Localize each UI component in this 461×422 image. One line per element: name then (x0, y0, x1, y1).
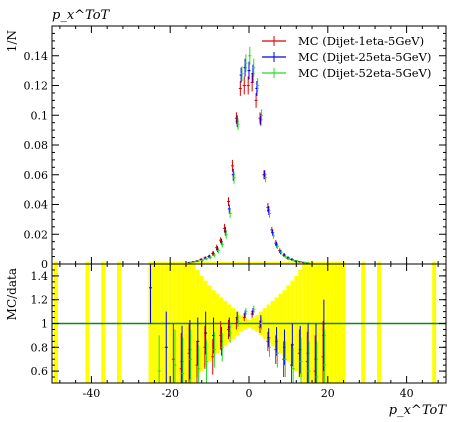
top-band-bin (164, 261, 169, 264)
top-band-bin (317, 261, 322, 264)
x-tick-label: 20 (321, 387, 335, 400)
top-band-bin (270, 261, 275, 264)
top-band-bin (223, 261, 228, 264)
top-band-bin (101, 261, 106, 264)
top-band-bin (176, 261, 181, 264)
ratio-y-axis-label: MC/data (5, 268, 19, 320)
legend-label: MC (Dijet-25eta-5GeV) (298, 50, 431, 64)
top-y-tick-label: 0.14 (24, 50, 49, 63)
ratio-y-tick-label: 0.8 (31, 341, 49, 354)
top-band-bin (337, 261, 342, 264)
top-band-bin (219, 261, 224, 264)
top-y-tick-label: 0.12 (24, 80, 49, 93)
top-band-bin (172, 261, 177, 264)
top-band-bin (250, 261, 255, 264)
top-axis-title: p_x^ToT (52, 8, 111, 23)
ratio-y-tick-label: 1 (41, 318, 48, 331)
top-band-bin (266, 261, 271, 264)
legend: MC (Dijet-1eta-5GeV) MC (Dijet-25eta-5GeV… (262, 34, 431, 80)
x-axis-label: p_x^ToT (389, 403, 448, 418)
ratio-y-tick-label: 1.2 (31, 294, 49, 307)
axes: 0 0.02 0.04 0.06 0.08 0.1 0.12 0.14 0.6 0.8 1 1.2 1.… (24, 26, 446, 400)
top-band-bin (180, 261, 184, 264)
top-y-tick-label: 0.04 (24, 199, 49, 212)
top-band-bin (286, 261, 291, 264)
top-band-bin (254, 261, 259, 264)
top-band-bin (377, 261, 381, 264)
top-band-bin (191, 261, 196, 264)
top-band-bin (329, 261, 334, 264)
top-band-bin (239, 261, 244, 264)
top-band-bin (207, 261, 212, 264)
top-band-bin (314, 261, 318, 264)
top-band-bin (321, 261, 326, 264)
x-tick-label: 0 (246, 387, 253, 400)
top-band-bin (117, 261, 121, 264)
top-band-bin (274, 261, 279, 264)
top-band-bin (361, 261, 366, 264)
top-band-bin (243, 261, 248, 264)
ratio-y-tick-label: 0.6 (31, 365, 49, 378)
top-y-tick-label: 0.06 (24, 169, 49, 182)
top-band-bin (156, 261, 161, 264)
top-band-bin (298, 261, 303, 264)
top-y-tick-label: 0.02 (24, 228, 49, 241)
top-y-tick-label: 0 (41, 258, 48, 271)
top-band-bin (235, 261, 240, 264)
ratio-panel-series (149, 264, 327, 383)
top-band-bin (85, 261, 90, 264)
top-band-bin (227, 261, 232, 264)
top-panel-series (187, 46, 311, 264)
top-y-tick-label: 0.1 (31, 109, 49, 122)
top-band-bin (432, 261, 437, 264)
top-band-bin (282, 261, 287, 264)
top-band-bin (160, 261, 165, 264)
top-band-bin (148, 261, 153, 264)
x-tick-label: 40 (400, 387, 414, 400)
top-y-axis-label: 1/N (5, 30, 19, 52)
legend-label: MC (Dijet-1eta-5GeV) (298, 34, 424, 48)
top-band-bin (290, 261, 295, 264)
top-band-bin (258, 261, 263, 264)
top-band-bin (195, 261, 200, 264)
top-band-bin (211, 261, 216, 264)
top-band-bin (333, 261, 338, 264)
top-band-bin (53, 261, 58, 264)
legend-label: MC (Dijet-52eta-5GeV) (298, 66, 431, 80)
x-tick-label: -20 (161, 387, 179, 400)
top-y-tick-label: 0.08 (24, 139, 49, 152)
top-band-bin (203, 261, 208, 264)
ratio-y-tick-label: 1.4 (31, 270, 49, 283)
x-tick-label: -40 (83, 387, 101, 400)
